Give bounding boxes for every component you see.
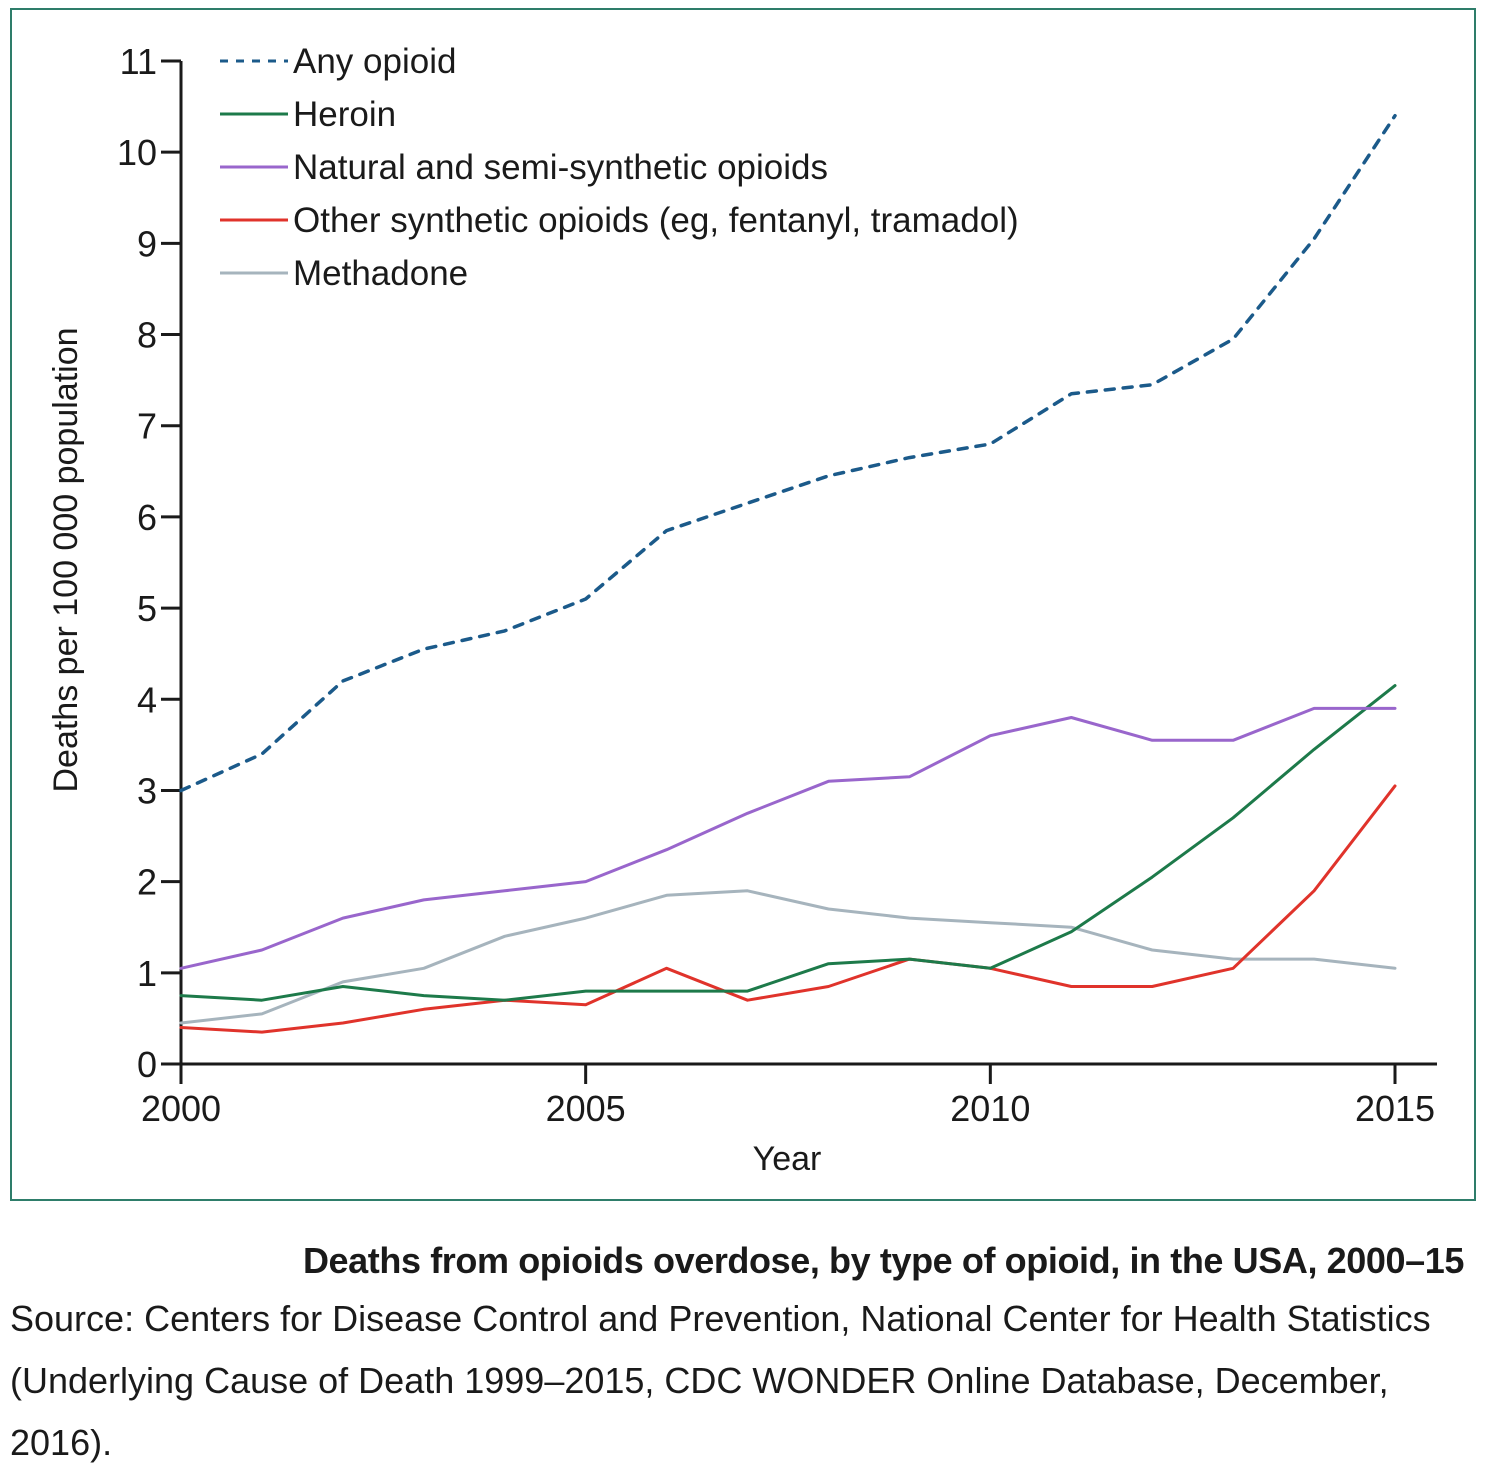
y-tick-label: 0 (137, 1044, 157, 1085)
y-tick-label: 5 (137, 588, 157, 629)
x-tick-label: 2000 (141, 1088, 221, 1129)
series-line-4 (179, 889, 1397, 1025)
legend-label-0: Any opioid (293, 42, 456, 81)
axes: 0 1 2 3 4 5 6 7 8 9 10 11 2000 2005 2010 2015 (117, 41, 1437, 1129)
y-tick-label: 9 (137, 223, 157, 264)
legend: Any opioid Heroin Natural and semi-synthet… (220, 42, 1019, 293)
y-tick-label: 10 (117, 132, 157, 173)
figure-caption: Deaths from opioids overdose, by type of… (10, 1236, 1470, 1474)
y-tick-label: 4 (137, 679, 157, 720)
legend-label-1: Heroin (293, 95, 396, 134)
y-tick-label: 6 (137, 497, 157, 538)
y-tick-label: 8 (137, 315, 157, 356)
x-tick-label: 2010 (950, 1088, 1030, 1129)
series-line-1 (179, 684, 1397, 1002)
chart-frame (10, 8, 1476, 1201)
caption-source: Source: Centers for Disease Control and … (10, 1298, 1431, 1463)
x-axis-title: Year (753, 1140, 822, 1178)
y-tick-label: 7 (137, 406, 157, 447)
caption-title: Deaths from opioids overdose, by type of… (302, 1240, 1464, 1281)
series-line-3 (179, 784, 1397, 1034)
y-tick-label: 3 (137, 770, 157, 811)
line-chart: 0 1 2 3 4 5 6 7 8 9 10 11 2000 2005 2010 2015 Any opioi… (47, 41, 1437, 1178)
y-tick-label: 1 (137, 953, 157, 994)
x-tick-label: 2015 (1355, 1088, 1435, 1129)
legend-label-4: Methadone (293, 254, 468, 293)
y-tick-label: 2 (137, 862, 157, 903)
series-line-0 (179, 113, 1397, 793)
legend-label-3: Other synthetic opioids (eg, fentanyl, t… (293, 201, 1019, 240)
y-tick-label: 11 (120, 41, 157, 82)
y-axis-title: Deaths per 100 000 population (47, 327, 85, 792)
series-line-2 (179, 706, 1397, 970)
series-lines (179, 113, 1397, 1034)
x-tick-label: 2005 (546, 1088, 626, 1129)
legend-label-2: Natural and semi-synthetic opioids (293, 148, 828, 187)
